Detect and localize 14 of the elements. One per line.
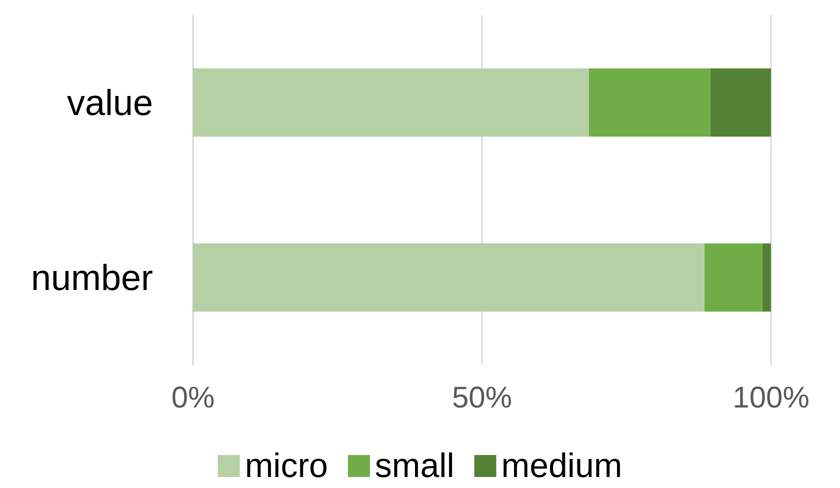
legend-label: small: [374, 447, 454, 485]
x-tick-label: 0%: [171, 382, 215, 414]
legend-label: medium: [501, 447, 622, 485]
bar: [704, 243, 762, 312]
bar: [710, 68, 771, 137]
bar: [588, 68, 710, 137]
x-tick-label: 50%: [452, 382, 512, 414]
bar: [193, 68, 589, 137]
y-tick-label: number: [30, 257, 154, 298]
legend-label: micro: [244, 447, 328, 485]
x-tick-label: 100%: [732, 382, 810, 414]
y-tick-label: value: [66, 82, 153, 123]
bar: [193, 243, 705, 312]
bar: [762, 243, 771, 312]
